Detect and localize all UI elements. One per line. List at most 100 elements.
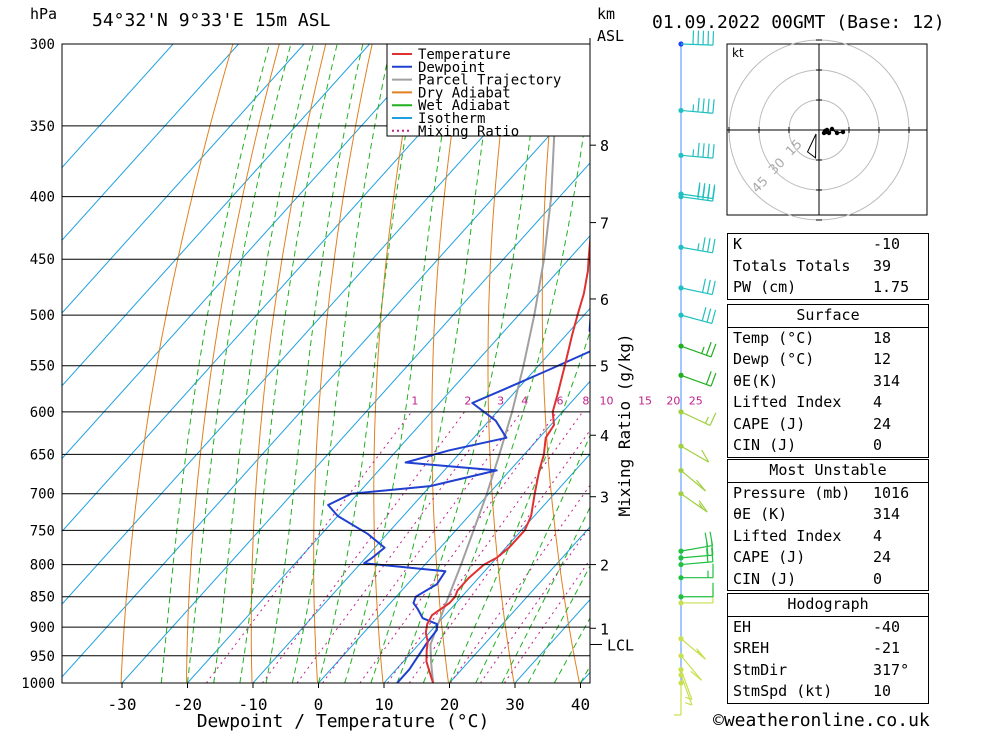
wet-adiabat-line	[344, 44, 458, 683]
wind-barb-flag	[696, 479, 706, 492]
mixing-ratio-label: 8	[582, 394, 589, 407]
wind-barb-flag	[698, 503, 704, 510]
wind-barb-flag	[706, 238, 711, 253]
wind-barb	[678, 443, 710, 463]
wind-barb-flag	[697, 182, 701, 197]
table-title: Most Unstable	[769, 461, 887, 479]
wet-adiabat-line	[449, 330, 590, 683]
row-value: -21	[873, 639, 901, 657]
location-title: 54°32'N 9°33'E 15m ASL	[92, 10, 331, 31]
wind-barb-flag	[707, 143, 710, 158]
row-value: -40	[873, 617, 901, 636]
legend-temperature-label: Temperature	[418, 47, 511, 63]
mixing-ratio-line	[503, 558, 590, 683]
wind-barb-flag	[697, 97, 700, 112]
mixing-ratio-line	[480, 525, 590, 683]
wind-barb	[678, 582, 714, 600]
isotherm-line	[62, 89, 590, 678]
wind-barb-staff	[680, 493, 708, 513]
mixing-ratio-label: 20	[666, 394, 680, 407]
legend-mixing-ratio-label: Mixing Ratio	[418, 124, 519, 140]
table-row: CAPE (J) 24	[728, 547, 928, 569]
datetime-title: 01.09.2022 00GMT (Base: 12)	[652, 12, 945, 33]
row-value: 10	[873, 682, 892, 700]
km-tick-label: 1	[600, 620, 609, 638]
table-row: θE (K) 314	[728, 504, 928, 526]
wet-adiabat-line	[187, 44, 292, 683]
wind-barb-flag	[711, 238, 716, 253]
wind-barb-flag	[702, 143, 705, 158]
dry-adiabat-line	[120, 44, 234, 683]
legend-dewpoint-label: Dewpoint	[418, 60, 485, 76]
wind-barb	[678, 237, 716, 254]
wind-barb-staff	[680, 154, 713, 159]
wind-barb-flag	[696, 648, 706, 660]
table-row: EH -40	[728, 615, 928, 639]
row-label: Lifted Index	[733, 393, 842, 411]
dewpoint-line	[327, 314, 590, 683]
wind-barb-flag	[712, 184, 716, 199]
lcl-label: LCL	[607, 636, 634, 654]
hodograph-point	[829, 126, 835, 132]
row-label: SREH	[733, 639, 770, 657]
mixing-ratio-line	[322, 411, 522, 683]
row-value: 0	[873, 436, 883, 454]
wind-barb	[678, 371, 717, 387]
row-value: 39	[873, 256, 892, 275]
wind-barb	[678, 278, 716, 296]
x-tick-label: 10	[374, 695, 393, 714]
isotherm-line	[62, 44, 239, 241]
dry-adiabat-line	[250, 44, 327, 683]
wind-barb	[678, 467, 706, 492]
row-label: StmDir	[733, 660, 788, 679]
wind-barb-staff	[680, 655, 703, 681]
wind-barb-staff	[680, 674, 693, 706]
legend-parcel-label: Parcel Trajectory	[418, 73, 561, 89]
km-tick-label: 6	[600, 291, 609, 309]
hodograph-point	[834, 130, 840, 136]
isotherm-line	[62, 44, 174, 169]
mixing-ratio-line	[386, 411, 584, 683]
wind-barb-staff	[680, 469, 706, 492]
table-row: Totals Totals 39	[728, 256, 928, 278]
legend-wet-adiabat-label: Wet Adiabat	[418, 98, 511, 114]
asl-label: ASL	[597, 27, 625, 45]
wind-barb-flag	[705, 341, 712, 356]
wind-barb-flag	[692, 104, 695, 112]
wind-barb	[678, 409, 717, 426]
table-row: Lifted Index 4	[728, 526, 928, 548]
wind-barb-flag	[712, 144, 715, 159]
isotherm-line	[252, 307, 590, 683]
km-tick-label: 5	[600, 358, 609, 376]
row-label: CAPE (J)	[733, 414, 806, 433]
row-label: Lifted Index	[733, 526, 842, 545]
wind-barb-flag	[709, 412, 717, 426]
pressure-unit-label: hPa	[30, 5, 58, 23]
wind-barb	[678, 182, 716, 200]
pressure-tick-label: 700	[30, 487, 55, 503]
wind-barb-staff	[680, 109, 713, 114]
wind-barb-staff	[680, 669, 693, 700]
table-row: K -10	[728, 234, 928, 256]
wind-barb-staff	[680, 445, 710, 463]
x-tick-label: 0	[314, 695, 324, 714]
storm-motion-marker	[806, 133, 817, 159]
wind-barb-flag	[704, 532, 709, 547]
wind-barb-flag	[707, 183, 711, 198]
table-row: CAPE (J) 24	[728, 414, 928, 436]
surface-table: Surface Temp (°C) 18 Dewp (°C) 12 θE(K) 314 Lif…	[727, 304, 929, 458]
wind-barb	[678, 341, 717, 358]
row-value: 314	[873, 371, 901, 390]
wind-barb	[678, 491, 708, 513]
table-row: PW (cm) 1.75	[728, 277, 928, 299]
wind-barb-flag	[710, 372, 717, 387]
wind-barb-staff	[680, 544, 713, 552]
hodograph-point	[840, 129, 846, 135]
dry-adiabat-line	[976, 44, 1000, 683]
row-value: 18	[873, 328, 892, 347]
pressure-tick-label: 1000	[21, 676, 55, 692]
row-value: 24	[873, 414, 892, 433]
isotherm-line	[62, 44, 370, 387]
row-value: 314	[873, 505, 901, 523]
